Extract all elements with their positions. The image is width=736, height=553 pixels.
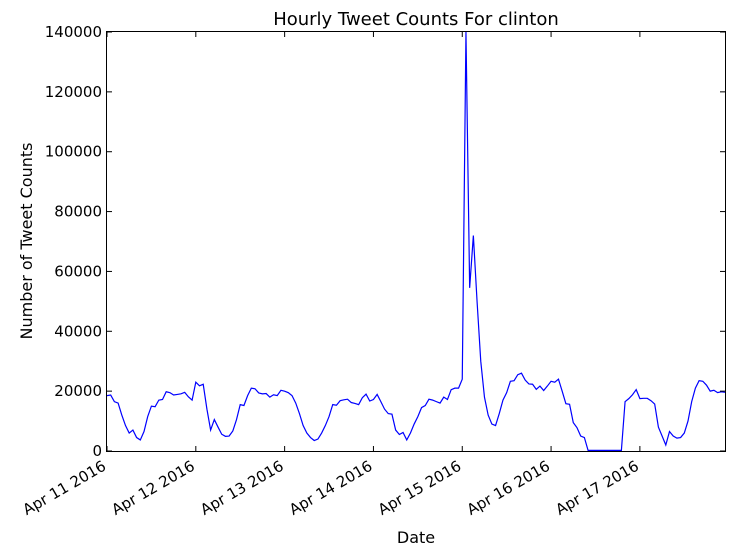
chart-title: Hourly Tweet Counts For clinton: [273, 9, 559, 30]
y-tick-label: 80000: [54, 203, 102, 221]
axes-frame: [106, 31, 726, 452]
y-axis-label: Number of Tweet Counts: [17, 143, 36, 340]
x-tick-label: Apr 16 2016: [464, 457, 553, 519]
x-tick-label: Apr 11 2016: [20, 457, 109, 519]
y-tick-label: 60000: [54, 262, 102, 280]
y-tick-label: 40000: [54, 322, 102, 340]
x-axis-label: Date: [397, 528, 435, 547]
plot-area: 020000400006000080000100000120000140000 …: [20, 23, 726, 519]
y-tick-label: 20000: [54, 382, 102, 400]
x-tick-label: Apr 15 2016: [375, 457, 464, 519]
x-tick-label: Apr 13 2016: [197, 457, 286, 519]
y-tick-label: 140000: [45, 23, 102, 41]
y-tick-label: 100000: [45, 143, 102, 161]
y-axis-ticks: 0 20000 40000 60000 80000 100000 120000 140000: [45, 23, 725, 460]
x-tick-label: Apr 14 2016: [286, 457, 375, 519]
y-tick-label: 0: [92, 442, 102, 460]
x-tick-label: Apr 12 2016: [108, 457, 197, 519]
series-line: [106, 31, 726, 451]
x-axis-ticks: Apr 11 2016 Apr 12 2016 Apr 13 2016 Apr 14 …: [20, 32, 642, 519]
x-tick-label: Apr 17 2016: [553, 457, 642, 519]
y-tick-label: 120000: [45, 83, 102, 101]
